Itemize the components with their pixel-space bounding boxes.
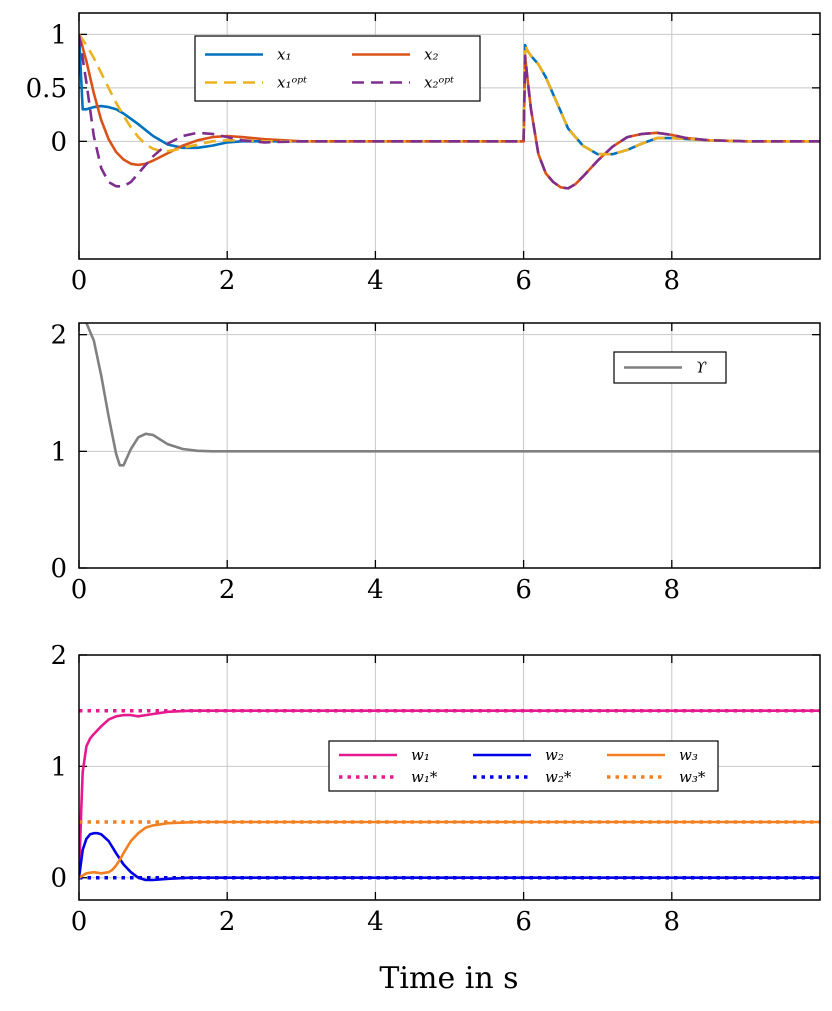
- plot-frame: [78, 654, 821, 901]
- y-tick-label: 2: [50, 321, 67, 351]
- legend-label: w₃: [679, 746, 698, 764]
- series-group: [79, 708, 820, 882]
- chart-panel-2: 0 2 4 6 8 0 1 2 ϒ: [50, 321, 821, 605]
- series-line-3: [79, 831, 820, 882]
- y-tick-label: 0.5: [26, 74, 67, 104]
- legend-box: [194, 35, 481, 102]
- legend-label: w₁: [411, 746, 430, 764]
- legend: ϒ: [613, 351, 727, 384]
- x-tick-label: 8: [664, 266, 681, 296]
- y-tick-label: 1: [50, 437, 67, 467]
- series-line-4: [79, 34, 820, 190]
- y-tick-label: 0: [50, 864, 67, 894]
- y-tick-label: 1: [50, 20, 67, 50]
- x-tick-label: 6: [515, 575, 532, 605]
- series-line-1: [84, 323, 820, 467]
- x-tick-label: 4: [367, 575, 384, 605]
- legend-label: x₁ᵒᵖᵗ: [277, 74, 307, 92]
- x-tick-label: 0: [71, 266, 88, 296]
- legend-label: ϒ: [696, 359, 707, 377]
- legend-label: x₂: [424, 46, 438, 64]
- series-line-5: [79, 820, 820, 879]
- y-tick-label: 0: [50, 127, 67, 157]
- legend-label: x₁: [277, 46, 291, 64]
- legend-label: x₂ᵒᵖᵗ: [424, 74, 454, 92]
- x-tick-label: 4: [367, 907, 384, 937]
- x-tick-label: 0: [71, 575, 88, 605]
- x-tick-label: 2: [219, 907, 236, 937]
- legend-label: w₃*: [679, 768, 706, 786]
- x-tick-label: 8: [664, 907, 681, 937]
- legend: w₁ w₁* w₂ w₂* w₃ w₃*: [328, 740, 719, 792]
- x-tick-label: 8: [664, 575, 681, 605]
- legend: x₁ x₂ x₁ᵒᵖᵗ x₂ᵒᵖᵗ: [194, 35, 481, 102]
- x-tick-label: 0: [71, 907, 88, 937]
- plot-frame: [78, 12, 821, 260]
- legend-label: w₂: [545, 746, 564, 764]
- y-tick-label: 2: [50, 641, 67, 671]
- series-line-1: [79, 709, 820, 878]
- plot-frame: [78, 322, 821, 569]
- series-group: [79, 33, 820, 190]
- x-tick-label: 2: [219, 575, 236, 605]
- y-tick-label: 1: [50, 752, 67, 782]
- x-axis-label: Time in s: [379, 961, 518, 996]
- chart-panel-3: 0 2 4 6 8 0 1 2 w₁ w₁* w₂ w₂* w₃ w₃*: [50, 641, 821, 937]
- x-tick-label: 2: [219, 266, 236, 296]
- chart-panel-1: 0 2 4 6 8 0 0.5 1 x₁ x₂ x₁ᵒᵖᵗ x₂ᵒᵖᵗ: [26, 12, 821, 296]
- x-tick-label: 6: [515, 266, 532, 296]
- x-tick-label: 4: [367, 266, 384, 296]
- series-group: [84, 323, 820, 467]
- legend-box: [328, 740, 719, 792]
- legend-label: w₂*: [545, 768, 572, 786]
- y-tick-label: 0: [50, 554, 67, 584]
- x-tick-label: 6: [515, 907, 532, 937]
- legend-label: w₁*: [411, 768, 438, 786]
